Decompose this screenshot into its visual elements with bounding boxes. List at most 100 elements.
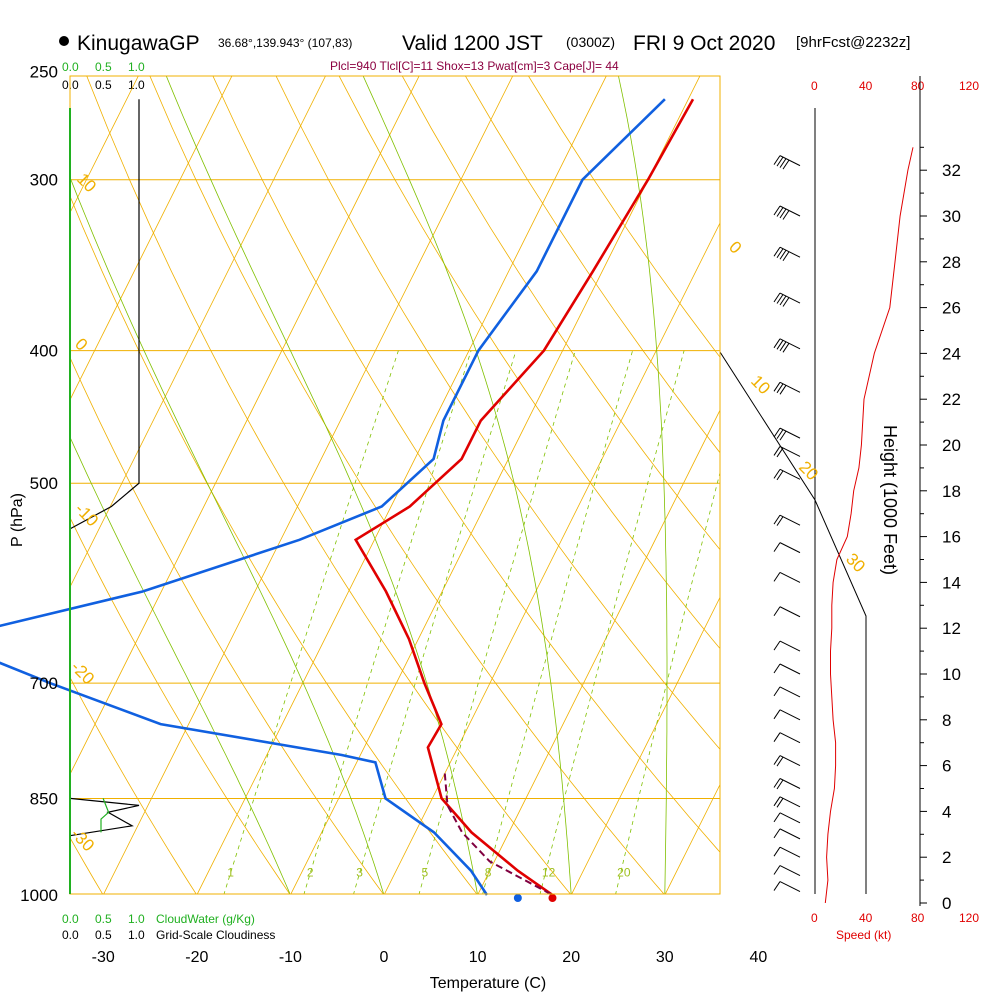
wind-barb-shaft — [779, 205, 801, 217]
wind-barb-feather — [776, 798, 784, 808]
y-axis-title: P (hPa) — [9, 493, 26, 547]
dry-adiabat-line — [527, 76, 720, 358]
cloud-water-tick: 0.0 — [62, 60, 79, 74]
temperature-tick-label: 10 — [469, 949, 487, 966]
valid-date: FRI 9 Oct 2020 — [633, 32, 775, 55]
height-tick-label: 30 — [942, 207, 961, 226]
cloud-water-tick: 0.5 — [95, 60, 112, 74]
dry-adiabat-line — [70, 516, 291, 894]
pressure-tick-label: 1000 — [20, 886, 58, 905]
wind-barb-feather — [773, 755, 781, 765]
speed-tick: 0 — [811, 79, 818, 93]
wind-barb-feather — [773, 292, 781, 303]
wind-speed-line — [824, 147, 914, 904]
wind-panel-boundary — [719, 351, 867, 894]
dewpoint-line — [0, 98, 666, 896]
cloud-water-tick: 1.0 — [128, 912, 145, 926]
x-axis-title: Temperature (C) — [430, 975, 546, 992]
wind-barb-feather — [773, 338, 781, 349]
wind-barb-shaft — [779, 468, 801, 480]
dry-adiabat-line — [212, 76, 720, 853]
moist-adiabat-line — [618, 76, 668, 894]
wind-barb-feather — [776, 779, 784, 790]
height-tick-label: 12 — [942, 619, 961, 638]
wind-barb — [773, 338, 801, 353]
wind-barb — [773, 542, 801, 554]
wind-barb-feather — [782, 210, 790, 220]
wind-barb-feather — [779, 208, 787, 219]
dry-adiabat-line — [86, 76, 571, 894]
cloudiness-label: Grid-Scale Cloudiness — [156, 928, 275, 942]
wind-barb-shaft — [779, 542, 801, 554]
wind-barb-feather — [782, 251, 790, 261]
station-name: KinugawaGP — [77, 32, 200, 55]
cloudiness-tick: 0.5 — [95, 78, 112, 92]
forecast-label: [9hrFcst@2232z] — [796, 34, 910, 51]
mixing-ratio-label: 3 — [356, 866, 363, 880]
speed-tick: 120 — [959, 911, 979, 925]
wind-barb — [773, 846, 801, 858]
temperature-tick-label: -30 — [92, 949, 115, 966]
wind-barb — [773, 865, 801, 876]
cloud-scale-bottom: 0.0 0.5 1.0 CloudWater (g/Kg) 0.0 0.5 1.… — [62, 912, 275, 942]
wind-barb — [773, 514, 801, 526]
dry-adiabat-line — [338, 76, 720, 650]
wind-barb-shaft — [779, 755, 801, 767]
wind-barb-feather — [773, 446, 781, 456]
wind-barb-shaft — [779, 865, 801, 876]
wind-barb-feather — [773, 686, 781, 697]
wind-barb-feather — [776, 156, 784, 167]
temperature-tick-label: 40 — [750, 949, 768, 966]
height-tick-label: 4 — [942, 802, 951, 821]
wind-barb — [773, 812, 801, 824]
wind-barb — [773, 640, 801, 652]
isotherm-line — [70, 76, 420, 776]
wind-barb-feather — [779, 295, 787, 306]
wind-barb-shaft — [779, 427, 801, 439]
mixing-ratio-label: 20 — [617, 866, 631, 880]
pressure-tick-label: 300 — [30, 171, 58, 190]
wind-barb-feather — [776, 207, 784, 217]
wind-barb-feather — [776, 470, 784, 481]
isotherm-line — [852, 71, 1000, 895]
height-tick-label: 2 — [942, 848, 951, 867]
height-tick-label: 14 — [942, 573, 961, 592]
wind-barb — [773, 246, 801, 261]
station-coords: 36.68°,139.943° (107,83) — [218, 36, 352, 50]
wind-barb — [773, 205, 801, 220]
station-bullet-icon — [59, 36, 69, 46]
wind-barb-shaft — [779, 812, 801, 824]
wind-barb-feather — [773, 812, 781, 823]
dry-adiabat-line — [464, 76, 720, 454]
speed-tick: 0 — [811, 911, 818, 925]
wind-barb-feather — [776, 429, 784, 439]
wind-barb-feather — [779, 385, 787, 395]
wind-barb-feather — [773, 796, 781, 807]
dry-adiabat-line — [275, 76, 720, 750]
wind-barb — [773, 571, 801, 583]
wind-barb-shaft — [779, 514, 801, 526]
pressure-tick-label: 500 — [30, 474, 58, 493]
wind-barb-feather — [773, 514, 781, 525]
wind-barb-feather — [773, 663, 781, 674]
wind-barb-feather — [779, 249, 787, 260]
wind-barb-feather — [773, 606, 781, 617]
wind-barb — [773, 155, 801, 170]
cloud-scale-top: 0.0 0.5 1.0 0.0 0.5 1.0 — [62, 60, 145, 92]
mixing-ratio-label: 1 — [227, 866, 234, 880]
wind-barb — [773, 427, 801, 441]
wind-barb-feather — [773, 881, 781, 891]
mixing-ratio-line — [482, 350, 633, 894]
wind-barb — [773, 881, 801, 892]
dry-adiabat-line — [70, 356, 384, 894]
isotherm-label: 0 — [71, 334, 91, 354]
wind-barb-feather — [773, 246, 781, 257]
wind-barb-feather — [773, 542, 781, 552]
dry-adiabat-line — [70, 195, 478, 894]
wind-barb-feather — [776, 340, 784, 350]
wind-barb-feather — [776, 447, 784, 458]
height-tick-label: 24 — [942, 344, 961, 363]
cloud-water-label: CloudWater (g/Kg) — [156, 912, 255, 926]
parcel-line — [443, 773, 553, 896]
